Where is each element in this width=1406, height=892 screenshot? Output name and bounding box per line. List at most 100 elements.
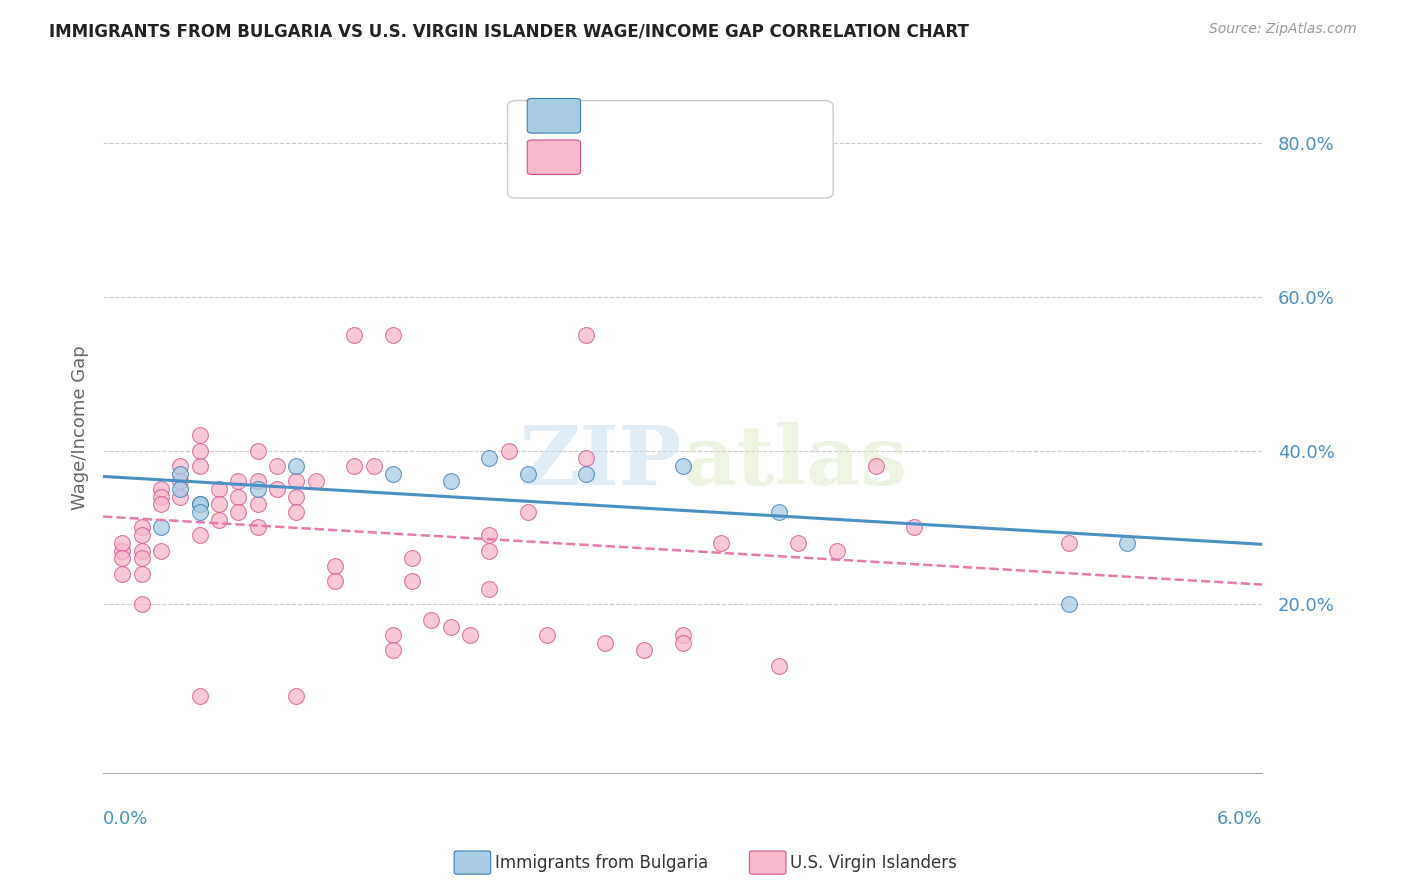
Text: ZIP: ZIP bbox=[520, 422, 682, 502]
Point bbox=[825, 543, 848, 558]
Point bbox=[150, 520, 173, 534]
Point bbox=[131, 528, 153, 542]
Point bbox=[246, 498, 269, 512]
Point bbox=[131, 597, 153, 611]
Point bbox=[478, 528, 501, 542]
Text: IMMIGRANTS FROM BULGARIA VS U.S. VIRGIN ISLANDER WAGE/INCOME GAP CORRELATION CHA: IMMIGRANTS FROM BULGARIA VS U.S. VIRGIN … bbox=[49, 22, 969, 40]
Point bbox=[768, 658, 790, 673]
Point bbox=[633, 643, 655, 657]
Point bbox=[208, 482, 231, 496]
Point bbox=[1057, 536, 1080, 550]
Point bbox=[575, 467, 598, 481]
Point bbox=[150, 543, 173, 558]
Point bbox=[188, 528, 211, 542]
Point bbox=[266, 482, 288, 496]
Point bbox=[768, 505, 790, 519]
Point bbox=[381, 467, 404, 481]
Point bbox=[363, 458, 385, 473]
Point bbox=[903, 520, 925, 534]
Point bbox=[188, 505, 211, 519]
Point bbox=[169, 475, 191, 489]
Point bbox=[208, 513, 231, 527]
Point bbox=[381, 628, 404, 642]
Point bbox=[478, 582, 501, 596]
Point bbox=[1057, 597, 1080, 611]
Point bbox=[111, 566, 134, 581]
Point bbox=[266, 458, 288, 473]
Point bbox=[131, 551, 153, 566]
Point bbox=[323, 558, 346, 573]
Text: N = 71: N = 71 bbox=[717, 157, 780, 175]
Point bbox=[188, 498, 211, 512]
Point bbox=[787, 536, 810, 550]
Text: Source: ZipAtlas.com: Source: ZipAtlas.com bbox=[1209, 22, 1357, 37]
Y-axis label: Wage/Income Gap: Wage/Income Gap bbox=[72, 345, 89, 510]
Text: R = 0.270: R = 0.270 bbox=[591, 115, 681, 133]
Point bbox=[1115, 536, 1137, 550]
Point bbox=[246, 475, 269, 489]
Text: 6.0%: 6.0% bbox=[1216, 810, 1263, 828]
Point bbox=[478, 543, 501, 558]
Text: U.S. Virgin Islanders: U.S. Virgin Islanders bbox=[790, 854, 957, 871]
Point bbox=[285, 490, 308, 504]
Point bbox=[536, 628, 558, 642]
Point bbox=[420, 613, 443, 627]
Point bbox=[246, 443, 269, 458]
Point bbox=[323, 574, 346, 589]
Point bbox=[131, 543, 153, 558]
FancyBboxPatch shape bbox=[527, 140, 581, 175]
Point bbox=[131, 520, 153, 534]
Point bbox=[188, 498, 211, 512]
Point bbox=[169, 458, 191, 473]
Point bbox=[381, 643, 404, 657]
Point bbox=[188, 428, 211, 442]
Point bbox=[188, 458, 211, 473]
Point bbox=[575, 328, 598, 343]
Point bbox=[440, 475, 463, 489]
Point bbox=[671, 458, 693, 473]
Point bbox=[381, 328, 404, 343]
Point bbox=[458, 628, 481, 642]
Point bbox=[246, 520, 269, 534]
Point bbox=[169, 467, 191, 481]
Point bbox=[478, 451, 501, 466]
Point bbox=[285, 458, 308, 473]
Point bbox=[710, 536, 733, 550]
Point bbox=[169, 490, 191, 504]
Point bbox=[228, 490, 250, 504]
Point bbox=[517, 467, 540, 481]
Point bbox=[593, 636, 616, 650]
Point bbox=[440, 620, 463, 634]
Point bbox=[517, 505, 540, 519]
Point bbox=[343, 458, 366, 473]
Point bbox=[401, 551, 423, 566]
Point bbox=[188, 690, 211, 704]
Point bbox=[246, 482, 269, 496]
Point bbox=[285, 690, 308, 704]
Point bbox=[208, 498, 231, 512]
Point bbox=[865, 458, 887, 473]
Point bbox=[285, 505, 308, 519]
Point bbox=[228, 505, 250, 519]
Text: N = 17: N = 17 bbox=[717, 115, 780, 133]
Point bbox=[131, 566, 153, 581]
Text: Immigrants from Bulgaria: Immigrants from Bulgaria bbox=[495, 854, 709, 871]
Point bbox=[671, 636, 693, 650]
Text: R = 0.014: R = 0.014 bbox=[591, 157, 681, 175]
Point bbox=[285, 475, 308, 489]
Point bbox=[228, 475, 250, 489]
Point bbox=[169, 482, 191, 496]
FancyBboxPatch shape bbox=[508, 101, 834, 198]
Point bbox=[188, 443, 211, 458]
Point bbox=[111, 543, 134, 558]
Point bbox=[575, 451, 598, 466]
FancyBboxPatch shape bbox=[527, 98, 581, 133]
Point bbox=[150, 498, 173, 512]
Point bbox=[401, 574, 423, 589]
Point bbox=[150, 490, 173, 504]
Point bbox=[111, 551, 134, 566]
Point bbox=[498, 443, 520, 458]
Point bbox=[343, 328, 366, 343]
Point bbox=[150, 482, 173, 496]
Point bbox=[111, 536, 134, 550]
